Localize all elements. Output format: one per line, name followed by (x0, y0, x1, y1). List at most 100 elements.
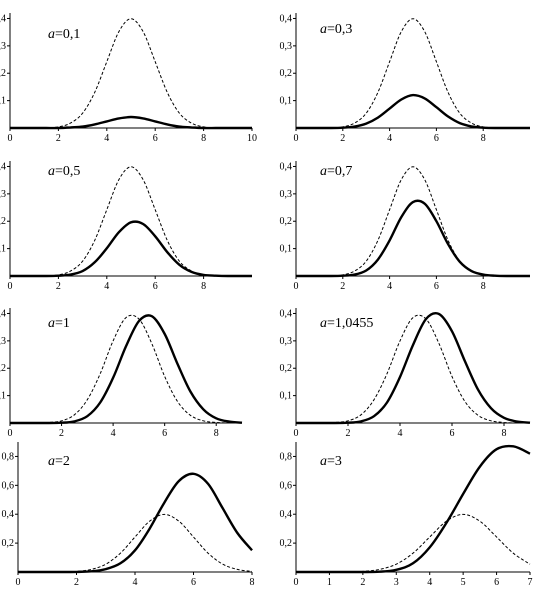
x-tick-label: 2 (360, 577, 365, 588)
y-tick-label: 0,2 (0, 216, 6, 227)
parameter-label: a=0,5 (48, 164, 80, 179)
x-tick-label: 4 (111, 428, 116, 439)
parameter-value: 0,5 (63, 164, 81, 179)
solid-series-line (10, 314, 243, 425)
x-tick-label: 6 (153, 133, 158, 144)
dashed-series-line (296, 166, 530, 277)
parameter-equals: = (55, 164, 63, 179)
x-tick-label: 6 (450, 428, 455, 439)
x-tick-label: 4 (398, 428, 403, 439)
solid-series-line (9, 115, 252, 130)
x-tick-label: 8 (214, 428, 219, 439)
parameter-label: a=2 (48, 454, 70, 469)
chart-panel: 0 2 4 6 8 0,1 0,2 0,3 0,4 a=0,7 (280, 161, 530, 292)
parameter-equals: = (327, 454, 335, 469)
solid-series-line (10, 220, 252, 278)
x-tick-label: 6 (434, 133, 439, 144)
y-tick-label: 0,4 (0, 308, 6, 319)
parameter-variable: a (320, 164, 327, 179)
parameter-equals: = (327, 164, 335, 179)
y-tick-label: 0,4 (280, 308, 293, 319)
x-tick-label: 8 (250, 577, 255, 588)
dashed-series-line (296, 314, 531, 424)
parameter-value: 3 (335, 454, 342, 469)
chart-panel: 0 2 4 6 8 0,2 0,4 0,6 0,8 a=2 (2, 442, 255, 588)
y-tick-label: 0,1 (280, 96, 293, 107)
y-tick-label: 0,1 (0, 391, 6, 402)
chart-panel: 02468100,10,20,30,4a=0,1 (0, 13, 257, 144)
parameter-value: 0,3 (335, 22, 353, 37)
x-tick-label: 10 (247, 133, 257, 144)
x-tick-label: 8 (481, 281, 486, 292)
parameter-variable: a (48, 27, 55, 42)
y-tick-label: 0,1 (280, 244, 293, 255)
parameter-value: 2 (63, 454, 70, 469)
x-tick-label: 2 (340, 133, 345, 144)
x-tick-label: 4 (387, 281, 392, 292)
y-tick-label: 0,3 (0, 336, 6, 347)
x-tick-label: 2 (56, 133, 61, 144)
parameter-variable: a (48, 454, 55, 469)
parameter-variable: a (48, 164, 55, 179)
x-tick-label: 6 (162, 428, 167, 439)
y-tick-label: 0,3 (280, 189, 293, 200)
y-tick-label: 0,4 (280, 161, 293, 172)
y-tick-label: 0,2 (280, 216, 293, 227)
x-tick-label: 4 (133, 577, 138, 588)
dashed-series-line (9, 18, 252, 129)
y-tick-label: 0,2 (0, 363, 6, 374)
y-tick-label: 0,2 (2, 538, 15, 549)
parameter-equals: = (55, 454, 63, 469)
parameter-label: a=1 (48, 316, 70, 331)
y-tick-label: 0,2 (280, 363, 293, 374)
parameter-variable: a (320, 316, 327, 331)
y-tick-label: 0,2 (280, 68, 293, 79)
x-tick-label: 8 (502, 428, 507, 439)
parameter-equals: = (55, 316, 63, 331)
x-tick-label: 2 (346, 428, 351, 439)
parameter-value: 0,7 (335, 164, 353, 179)
x-tick-label: 0 (294, 577, 299, 588)
x-tick-label: 4 (104, 133, 109, 144)
parameter-value: 1 (63, 316, 70, 331)
parameter-variable: a (320, 22, 327, 37)
x-tick-label: 4 (104, 281, 109, 292)
y-tick-label: 0,2 (0, 68, 6, 79)
x-tick-label: 8 (201, 281, 206, 292)
solid-series-line (295, 93, 530, 130)
dashed-series-line (10, 314, 243, 424)
chart-panel: 0 2 4 6 8 0,1 0,2 0,3 0,4 a=1,0455 (280, 308, 531, 439)
chart-panel: 0 2 4 6 8 0,1 0,2 0,3 0,4 a=0,5 (0, 161, 252, 292)
y-tick-label: 0,6 (280, 480, 293, 491)
parameter-equals: = (327, 316, 335, 331)
parameter-label: a=3 (320, 454, 342, 469)
y-tick-label: 0,8 (2, 451, 15, 462)
x-tick-label: 0 (16, 577, 21, 588)
x-tick-label: 3 (394, 577, 399, 588)
x-tick-label: 4 (427, 577, 432, 588)
y-tick-label: 0,8 (280, 451, 293, 462)
y-tick-label: 0,1 (0, 96, 6, 107)
x-tick-label: 6 (434, 281, 439, 292)
parameter-variable: a (48, 316, 55, 331)
y-tick-label: 0,4 (0, 161, 6, 172)
y-tick-label: 0,3 (280, 41, 293, 52)
x-tick-label: 0 (8, 428, 13, 439)
parameter-variable: a (320, 454, 327, 469)
y-tick-label: 0,2 (280, 538, 293, 549)
x-tick-label: 6 (153, 281, 158, 292)
y-tick-label: 0,4 (2, 509, 15, 520)
x-tick-label: 0 (8, 133, 13, 144)
y-tick-label: 0,6 (2, 480, 15, 491)
chart-panel: 0 1 2 3 4 5 6 70,20,40,60,8 a=3 (280, 442, 533, 588)
x-tick-label: 0 (294, 428, 299, 439)
chart-panel: 0 2 4 6 8 0,1 0,2 0,3 0,4 a=1 (0, 308, 243, 439)
y-tick-label: 0,1 (280, 391, 293, 402)
x-tick-label: 4 (387, 133, 392, 144)
x-tick-label: 0 (294, 133, 299, 144)
y-tick-label: 0,4 (280, 13, 293, 24)
y-tick-label: 0,1 (0, 244, 6, 255)
solid-series-line (17, 472, 253, 574)
x-tick-label: 6 (191, 577, 196, 588)
